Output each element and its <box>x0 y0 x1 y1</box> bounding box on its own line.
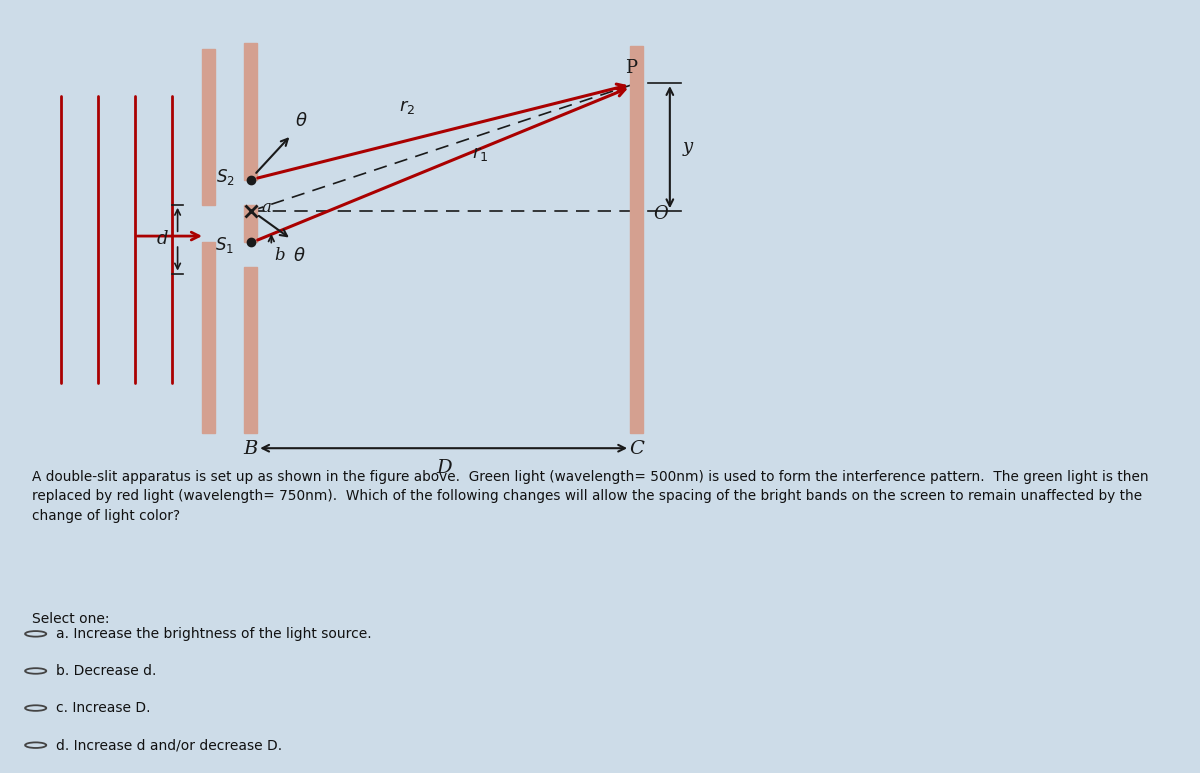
Text: $\theta$: $\theta$ <box>294 247 306 265</box>
Bar <box>202 242 215 433</box>
Bar <box>630 46 643 433</box>
Text: y: y <box>683 138 694 156</box>
Text: C: C <box>629 440 644 458</box>
Text: O: O <box>653 205 667 223</box>
Text: a: a <box>262 199 271 216</box>
Text: D: D <box>436 459 451 478</box>
Bar <box>244 43 257 180</box>
Bar <box>244 205 257 242</box>
Text: $S_2$: $S_2$ <box>216 167 234 187</box>
Text: a. Increase the brightness of the light source.: a. Increase the brightness of the light … <box>55 627 371 641</box>
Bar <box>244 267 257 433</box>
Text: P: P <box>625 59 637 77</box>
Text: $S_1$: $S_1$ <box>216 236 234 255</box>
Text: B: B <box>244 440 258 458</box>
Text: $\theta$: $\theta$ <box>295 112 307 130</box>
Text: b: b <box>275 247 284 264</box>
Bar <box>202 49 215 205</box>
Bar <box>202 242 215 433</box>
Text: d. Increase d and/or decrease D.: d. Increase d and/or decrease D. <box>55 738 282 752</box>
Text: b. Decrease d.: b. Decrease d. <box>55 664 156 678</box>
Text: c. Increase D.: c. Increase D. <box>55 701 150 715</box>
Text: $r_2$: $r_2$ <box>398 98 415 116</box>
Text: Select one:: Select one: <box>32 612 109 626</box>
Text: A double-slit apparatus is set up as shown in the figure above.  Green light (wa: A double-slit apparatus is set up as sho… <box>32 470 1148 523</box>
Text: $r_1$: $r_1$ <box>473 145 488 163</box>
Text: d: d <box>157 230 168 248</box>
